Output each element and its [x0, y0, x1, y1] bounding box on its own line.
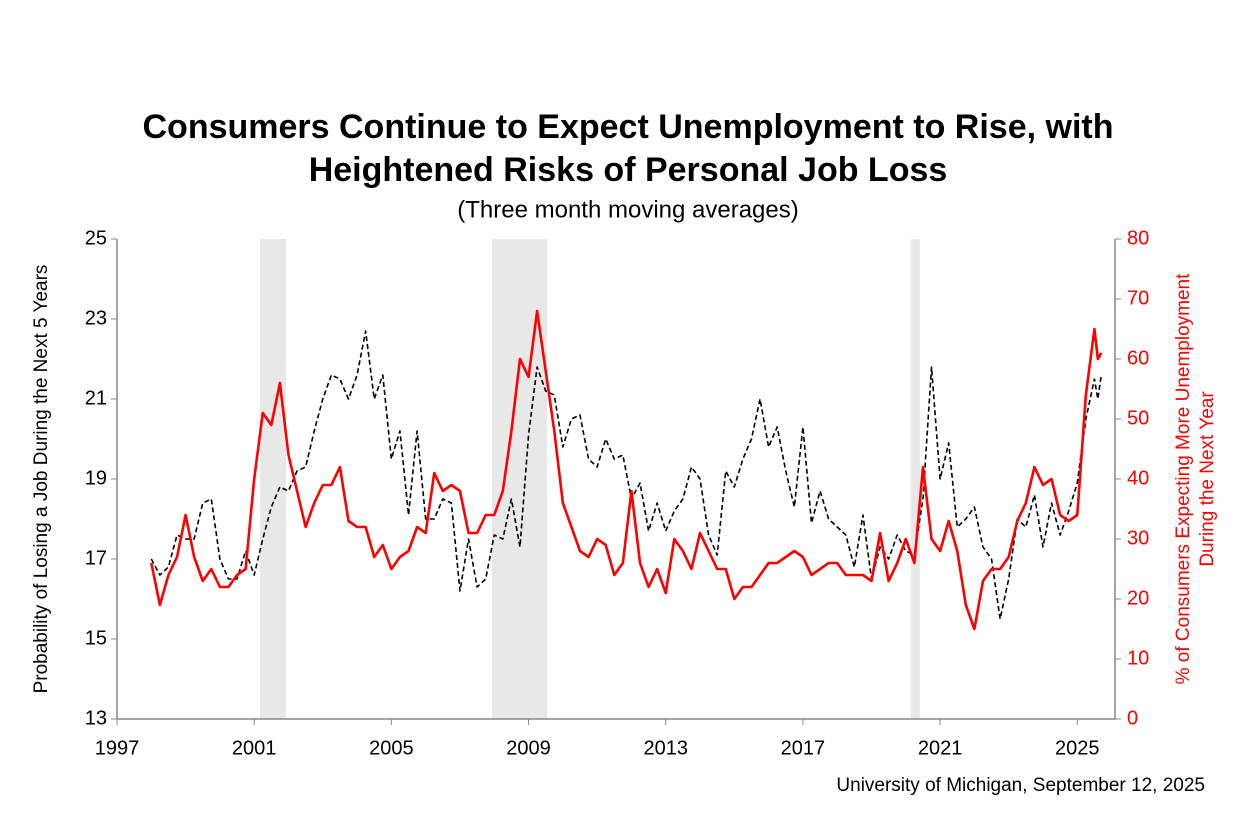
x-tick-label: 2009	[506, 737, 551, 759]
y-tick-label: 21	[85, 387, 107, 409]
y-tick-label: 17	[85, 547, 107, 569]
x-tick-label: 1997	[95, 737, 140, 759]
x-tick-label: 2017	[781, 737, 826, 759]
y2-tick-label: 80	[1127, 227, 1149, 249]
y-tick-label: 25	[85, 227, 107, 249]
y-tick-label: 15	[85, 627, 107, 649]
y2-tick-label: 70	[1127, 287, 1149, 309]
y2-tick-label: 20	[1127, 587, 1149, 609]
y2-tick-label: 0	[1127, 707, 1138, 729]
chart-subtitle: (Three month moving averages)	[457, 196, 798, 223]
recession-shade	[260, 239, 287, 719]
y2-tick-label: 10	[1127, 647, 1149, 669]
y2-axis-label: % of Consumers Expecting More Unemployme…	[1173, 273, 1194, 685]
y2-axis-label: During the Next Year	[1197, 391, 1218, 567]
recession-shade	[910, 239, 920, 719]
y2-tick-label: 60	[1127, 347, 1149, 369]
source-note: University of Michigan, September 12, 20…	[836, 775, 1205, 796]
x-tick-label: 2001	[232, 737, 277, 759]
y-axis-label: Probability of Losing a Job During the N…	[31, 265, 52, 694]
recession-shade	[491, 239, 548, 719]
x-tick-label: 2005	[369, 737, 414, 759]
y-tick-label: 19	[85, 467, 107, 489]
x-tick-label: 2021	[918, 737, 963, 759]
series-line	[150, 309, 1103, 631]
x-tick-label: 2025	[1055, 737, 1100, 759]
chart-title: Consumers Continue to Expect Unemploymen…	[143, 108, 1114, 146]
chart-title: Heightened Risks of Personal Job Loss	[309, 151, 948, 189]
y2-tick-label: 50	[1127, 407, 1149, 429]
y-tick-label: 23	[85, 307, 107, 329]
y2-tick-label: 40	[1127, 467, 1149, 489]
x-tick-label: 2013	[643, 737, 688, 759]
y2-tick-label: 30	[1127, 527, 1149, 549]
y-tick-label: 13	[85, 707, 107, 729]
